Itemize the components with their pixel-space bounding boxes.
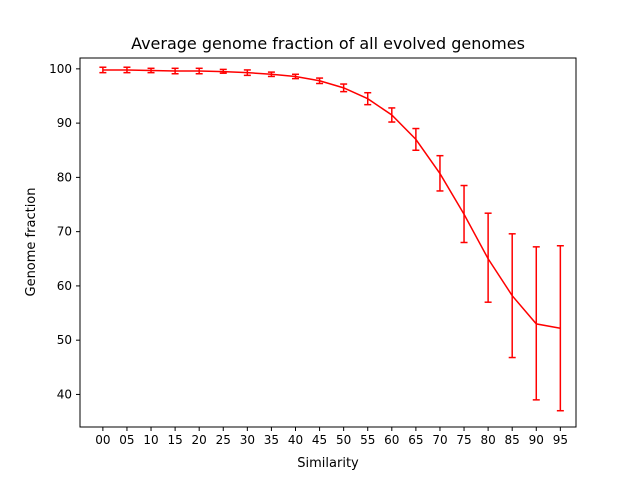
x-tick-label: 00: [95, 433, 110, 447]
y-axis: 40 50 60 70 80 90 100: [49, 62, 80, 401]
y-tick-label: 80: [57, 170, 72, 184]
y-tick-label: 100: [49, 62, 72, 76]
x-axis-title: Similarity: [297, 456, 359, 471]
x-tick-label: 80: [480, 433, 495, 447]
x-tick-label: 90: [529, 433, 544, 447]
x-tick-label: 65: [408, 433, 423, 447]
series-line: [102, 69, 561, 329]
x-axis: 00 05 10 15 20 25 30 35 40 45 50 55 60 65 70 75 80 85 90 95: [95, 427, 568, 447]
x-tick-label: 60: [384, 433, 399, 447]
chart-title: Average genome fraction of all evolved g…: [131, 34, 525, 53]
x-tick-label: 55: [360, 433, 375, 447]
x-tick-label: 35: [264, 433, 279, 447]
x-tick-label: 10: [143, 433, 158, 447]
x-tick-label: 70: [432, 433, 447, 447]
x-tick-label: 25: [216, 433, 231, 447]
x-tick-label: 45: [312, 433, 327, 447]
series-layer: [102, 69, 561, 329]
x-tick-label: 85: [505, 433, 520, 447]
x-tick-label: 20: [192, 433, 207, 447]
x-tick-label: 40: [288, 433, 303, 447]
y-tick-label: 40: [57, 387, 72, 401]
x-tick-label: 50: [336, 433, 351, 447]
x-tick-label: 05: [119, 433, 134, 447]
y-axis-title: Genome fraction: [24, 188, 39, 297]
y-tick-label: 70: [57, 225, 72, 239]
x-tick-label: 30: [240, 433, 255, 447]
x-tick-label: 95: [553, 433, 568, 447]
x-tick-label: 15: [167, 433, 182, 447]
x-tick-label: 75: [456, 433, 471, 447]
y-tick-label: 60: [57, 279, 72, 293]
y-tick-label: 90: [57, 116, 72, 130]
y-tick-label: 50: [57, 333, 72, 347]
plot-area: [79, 57, 577, 428]
